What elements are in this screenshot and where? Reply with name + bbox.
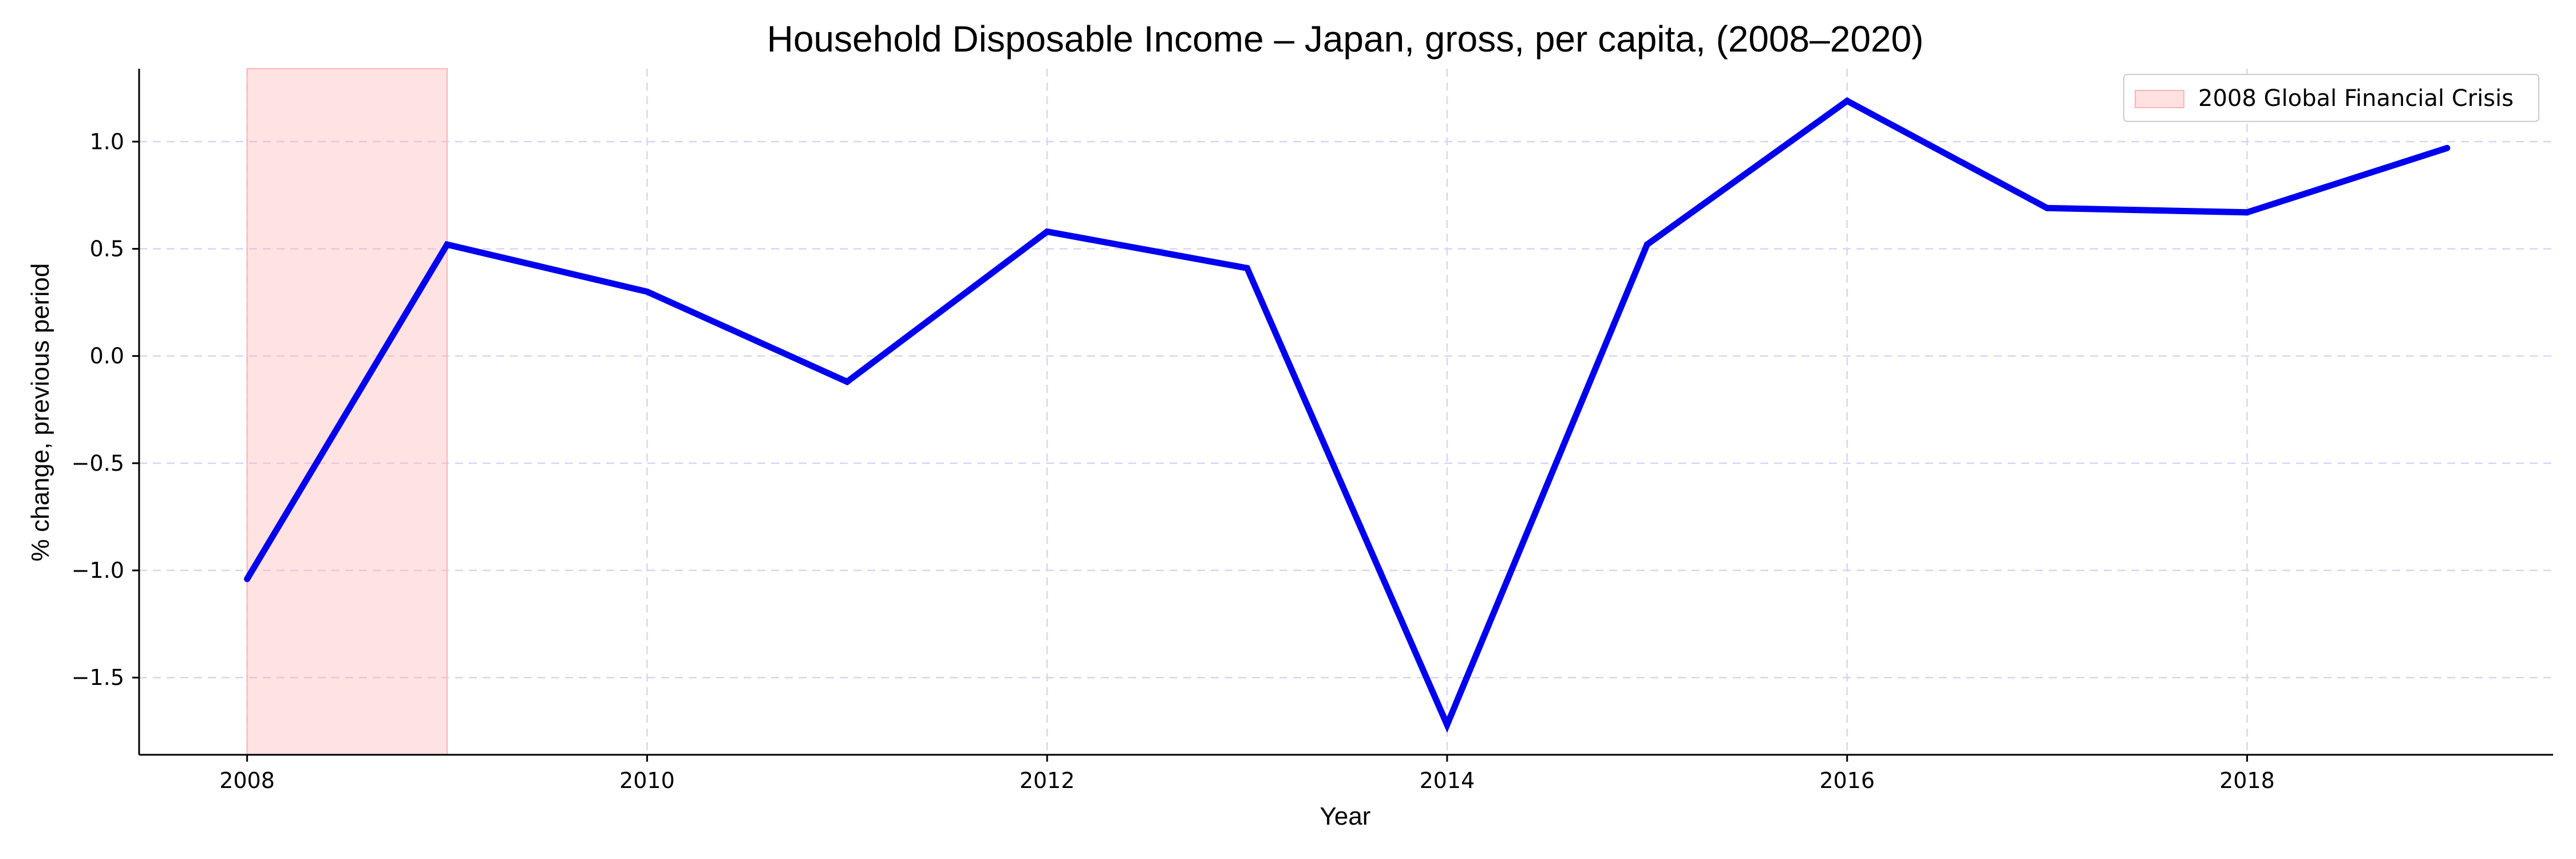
data-point [844, 379, 851, 385]
data-point [1844, 97, 1851, 104]
data-point [643, 288, 650, 295]
x-tick-label: 2016 [1819, 768, 1875, 793]
data-point [1444, 722, 1451, 728]
data-point [444, 241, 451, 248]
data-point [2243, 209, 2250, 216]
legend-swatch [2135, 90, 2184, 108]
legend-label: 2008 Global Financial Crisis [2198, 85, 2514, 112]
x-tick-label: 2012 [1020, 768, 1075, 793]
y-tick-label: 0.0 [90, 344, 124, 369]
axes [132, 69, 2553, 762]
legend-frame [2123, 74, 2539, 122]
tick-labels: 2008 2010 2012 2014 2016 2018 −1.5 −1.0 −0.5 0.0 0… [72, 129, 2275, 793]
chart-title: Household Disposable Income – Japan, gro… [767, 18, 1924, 60]
y-tick-label: −0.5 [72, 451, 124, 476]
x-tick-label: 2008 [219, 768, 275, 793]
y-tick-label: −1.0 [72, 558, 124, 583]
data-point [244, 576, 251, 582]
y-tick-label: 1.0 [90, 129, 124, 154]
y-tick-label: 0.5 [90, 236, 124, 261]
x-tick-label: 2010 [619, 768, 675, 793]
data-point [1244, 265, 1251, 271]
data-point [1643, 241, 1650, 248]
data-point [2044, 204, 2050, 211]
grid [139, 69, 2553, 755]
data-point [2444, 145, 2451, 152]
x-tick-label: 2014 [1420, 768, 1475, 793]
series-line [244, 97, 2448, 733]
x-axis-label: Year [1320, 802, 1371, 830]
y-tick-label: −1.5 [72, 665, 124, 690]
y-axis-label: % change, previous period [26, 263, 54, 562]
x-tick-label: 2018 [2219, 768, 2275, 793]
legend: 2008 Global Financial Crisis [2123, 74, 2539, 122]
data-point [1044, 228, 1050, 235]
series-layer [244, 97, 2451, 733]
